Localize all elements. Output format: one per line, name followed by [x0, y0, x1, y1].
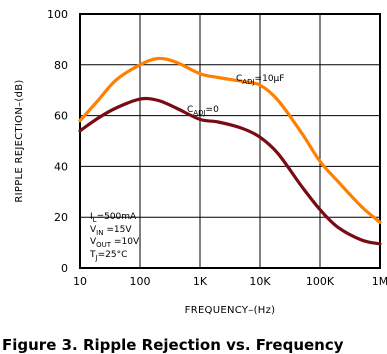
- series-label-cadj-10uf: CADJ=10µF: [236, 74, 284, 86]
- x-tick-label-2: 1K: [193, 275, 208, 288]
- x-axis-label: FREQUENCY–(Hz): [185, 305, 276, 316]
- y-tick-label-4: 80: [54, 59, 68, 72]
- condition-vin: VIN =15V: [90, 225, 132, 237]
- x-tick-label-1: 100: [130, 275, 151, 288]
- series-label-cadj-0: CADJ=0: [187, 105, 219, 117]
- x-tick-label-5: 1M: [372, 275, 387, 288]
- x-tick-label-4: 100K: [306, 275, 335, 288]
- condition-il: IL=500mA: [90, 212, 137, 224]
- y-tick-label-3: 60: [54, 110, 68, 123]
- y-tick-label-0: 0: [61, 262, 68, 275]
- series-lines: [78, 56, 382, 246]
- x-tick-labels: 10 100 1K 10K 100K 1M: [73, 275, 387, 288]
- test-conditions: IL=500mA VIN =15V VOUT =10V TJ=25°C: [89, 212, 140, 262]
- x-tick-label-3: 10K: [249, 275, 271, 288]
- plot-frame: [79, 13, 381, 269]
- condition-tj: TJ=25°C: [89, 250, 127, 262]
- series-line-1: [78, 96, 382, 246]
- y-tick-label-1: 20: [54, 211, 68, 224]
- y-axis-label: RIPPLE REJECTION–(dB): [14, 79, 25, 202]
- series-line-0: [78, 56, 382, 224]
- y-tick-labels: 0 20 40 60 80 100: [47, 8, 68, 275]
- y-tick-label-2: 40: [54, 160, 68, 173]
- figure-caption: Figure 3. Ripple Rejection vs. Frequency: [2, 336, 344, 354]
- x-tick-label-0: 10: [73, 275, 87, 288]
- condition-vout: VOUT =10V: [90, 237, 140, 249]
- y-tick-label-5: 100: [47, 8, 68, 21]
